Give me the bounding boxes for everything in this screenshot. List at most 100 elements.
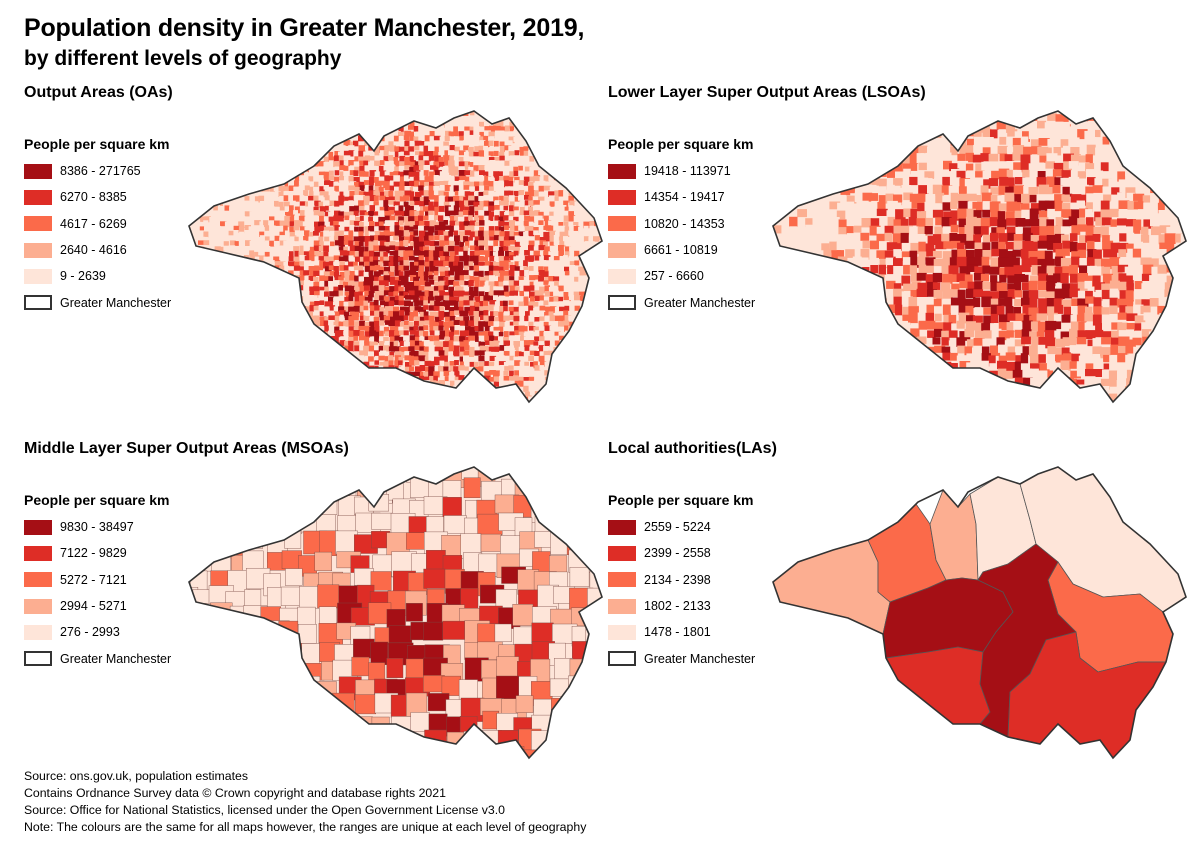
map-area: [498, 160, 504, 167]
map-area: [553, 171, 560, 177]
map-area: [313, 190, 320, 198]
map-area: [183, 321, 188, 328]
map-area: [498, 250, 504, 257]
map-area: [423, 346, 429, 354]
map-area: [568, 380, 574, 387]
map-area: [564, 111, 570, 113]
map-area: [243, 382, 250, 388]
map-area: [548, 270, 554, 278]
map-area: [328, 180, 335, 188]
map-area: [234, 296, 240, 302]
map-area: [318, 166, 325, 174]
map-area: [599, 351, 602, 359]
map-area: [419, 136, 425, 144]
map-area: [243, 121, 249, 129]
map-area: [589, 325, 596, 331]
map-area: [373, 166, 381, 172]
map-area: [344, 200, 350, 207]
map-area: [344, 306, 350, 312]
map-area: [183, 380, 188, 385]
map-area: [498, 221, 505, 226]
map-area: [439, 330, 446, 338]
map-area: [578, 355, 585, 362]
map-area: [268, 220, 275, 226]
map-area: [283, 375, 291, 381]
map-area: [293, 381, 299, 387]
map-area: [339, 120, 345, 128]
map-area: [204, 211, 212, 218]
map-area: [220, 106, 226, 111]
map-area: [364, 211, 370, 219]
map-area: [483, 375, 491, 382]
map-area: [214, 155, 221, 163]
map-area: [364, 246, 371, 253]
map-area: [289, 120, 296, 128]
map-area: [409, 231, 416, 237]
map-area: [488, 226, 495, 233]
map-area: [479, 136, 485, 142]
map-area: [353, 136, 360, 142]
map-area: [474, 146, 479, 152]
map-area: [518, 380, 525, 388]
map-area: [254, 351, 261, 358]
map-area: [268, 150, 275, 158]
map-area: [339, 160, 347, 167]
map-area: [189, 250, 191, 256]
map-area: [469, 346, 475, 354]
map-area: [274, 131, 280, 138]
map-area: [514, 210, 520, 217]
map-area: [194, 140, 202, 147]
map-area: [274, 335, 282, 341]
map-area: [399, 220, 404, 226]
map-area: [584, 156, 590, 163]
map-area: [544, 285, 550, 292]
map-area: [484, 281, 491, 288]
map-area: [238, 346, 243, 352]
map-area: [304, 275, 311, 281]
map-area: [283, 131, 291, 138]
map-area: [334, 246, 341, 252]
map-area: [564, 270, 570, 276]
map-area: [494, 130, 500, 136]
map-area: [448, 141, 455, 148]
map-area: [313, 365, 320, 371]
map-area: [178, 347, 183, 352]
map-area: [313, 245, 321, 253]
map-area: [323, 226, 331, 232]
map-area: [278, 341, 284, 347]
map-area: [378, 285, 385, 291]
map-area: [384, 205, 389, 212]
map-area: [478, 321, 486, 327]
map-area: [303, 340, 310, 348]
map-area: [178, 331, 185, 338]
map-area: [463, 116, 469, 124]
map-area: [409, 221, 416, 228]
map-area: [384, 286, 389, 293]
map-area: [329, 236, 336, 242]
map-area: [249, 216, 257, 223]
map-area: [503, 315, 510, 321]
map-area: [373, 201, 381, 207]
map-area: [233, 331, 241, 337]
map-area: [444, 150, 450, 156]
map-area: [598, 270, 602, 278]
map-area: [424, 290, 430, 297]
map-area: [569, 286, 575, 293]
map-area: [263, 256, 269, 262]
map-area: [189, 180, 190, 187]
map-area: [379, 320, 385, 326]
map-area: [494, 210, 500, 216]
map-area: [429, 260, 436, 267]
map-area: [488, 281, 495, 287]
map-area: [223, 255, 229, 261]
map-area: [249, 331, 255, 339]
map-area: [319, 111, 326, 116]
map-area: [209, 116, 216, 121]
map-area: [533, 260, 540, 268]
map-area: [270, 281, 276, 288]
map-area: [248, 296, 253, 302]
map-area: [439, 360, 445, 366]
map-area: [488, 245, 494, 252]
map-area: [193, 256, 201, 263]
map-area: [338, 240, 345, 248]
